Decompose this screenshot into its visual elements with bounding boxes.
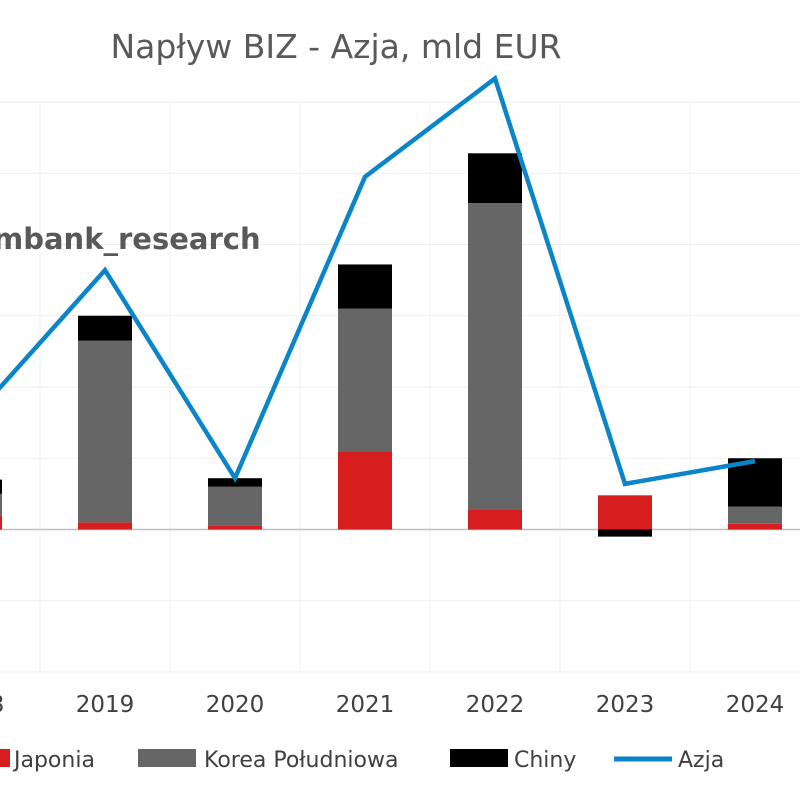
legend-label-azja: Azja <box>678 748 724 773</box>
legend: Japonia Korea Południowa Chiny Azja <box>0 748 724 773</box>
bar-japonia-2020 <box>208 525 262 530</box>
bar-korea-po-udniowa-2020 <box>208 486 262 526</box>
legend-label-japonia: Japonia <box>12 748 95 773</box>
bar-chiny-2023 <box>598 529 652 537</box>
x-tick-label: 2018 <box>0 692 4 718</box>
bar-chiny-2019 <box>78 315 132 341</box>
bar-japonia-2024 <box>728 523 782 530</box>
bar-chiny-2021 <box>338 264 392 309</box>
legend-swatch-chiny <box>450 749 508 767</box>
bar-japonia-2019 <box>78 522 132 530</box>
x-tick-label: 2020 <box>206 692 265 718</box>
bar-japonia-2023 <box>598 495 652 530</box>
legend-swatch-japonia <box>0 749 10 767</box>
bar-chiny-2020 <box>208 478 262 487</box>
bar-japonia-2022 <box>468 509 522 530</box>
x-tick-label: 2022 <box>466 692 525 718</box>
legend-label-korea-po-udniowa: Korea Południowa <box>204 748 398 773</box>
bar-korea-po-udniowa-2019 <box>78 340 132 523</box>
bar-chiny-2018 <box>0 479 2 494</box>
bar-korea-po-udniowa-2018 <box>0 493 2 516</box>
azja-line-group <box>0 74 756 487</box>
chart-title: Napływ BIZ - Azja, mld EUR <box>110 27 561 66</box>
bar-korea-po-udniowa-2024 <box>728 506 782 524</box>
bars <box>0 153 782 537</box>
watermark: mbank_research <box>0 222 261 256</box>
x-axis-ticks: 2018 2019 2020 2021 2022 2023 2024 <box>0 692 784 718</box>
x-tick-label: 2021 <box>336 692 395 718</box>
grid <box>0 101 800 673</box>
bar-chiny-2022 <box>468 153 522 204</box>
bar-japonia-2021 <box>338 451 392 530</box>
bar-japonia-2018 <box>0 515 2 530</box>
x-tick-label: 2024 <box>726 692 785 718</box>
bar-korea-po-udniowa-2021 <box>338 308 392 452</box>
legend-label-chiny: Chiny <box>514 748 576 773</box>
bar-korea-po-udniowa-2022 <box>468 203 522 510</box>
legend-swatch-korea-po-udniowa <box>138 749 196 767</box>
x-tick-label: 2019 <box>76 692 135 718</box>
x-tick-label: 2023 <box>596 692 655 718</box>
